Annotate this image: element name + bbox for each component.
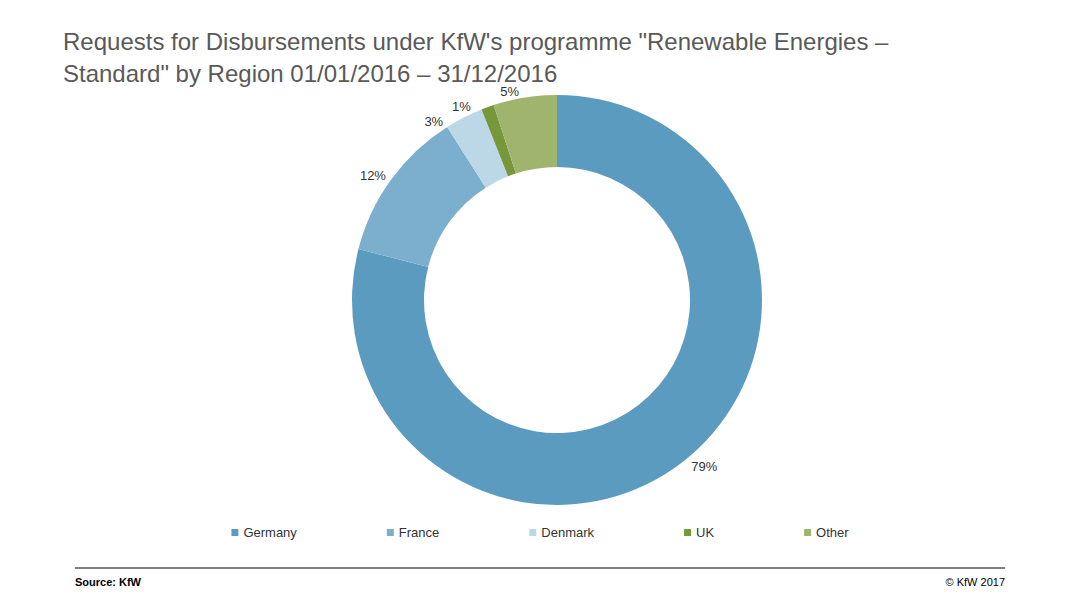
svg-text:© KfW 2017: © KfW 2017 [946, 576, 1005, 588]
svg-text:Other: Other [816, 525, 849, 540]
svg-text:Source: KfW: Source: KfW [75, 576, 142, 588]
svg-text:3%: 3% [424, 114, 443, 129]
svg-text:1%: 1% [452, 99, 471, 114]
svg-text:Denmark: Denmark [541, 525, 594, 540]
svg-text:Germany: Germany [243, 525, 297, 540]
svg-text:12%: 12% [360, 168, 386, 183]
svg-text:5%: 5% [500, 84, 519, 100]
svg-text:79%: 79% [691, 459, 717, 474]
svg-text:Standard" by Region 01/01/2016: Standard" by Region 01/01/2016 – 31/12/2… [63, 60, 557, 87]
svg-text:UK: UK [696, 525, 714, 540]
svg-text:France: France [399, 525, 439, 540]
svg-text:Requests for Disbursements und: Requests for Disbursements under KfW's p… [63, 28, 895, 55]
